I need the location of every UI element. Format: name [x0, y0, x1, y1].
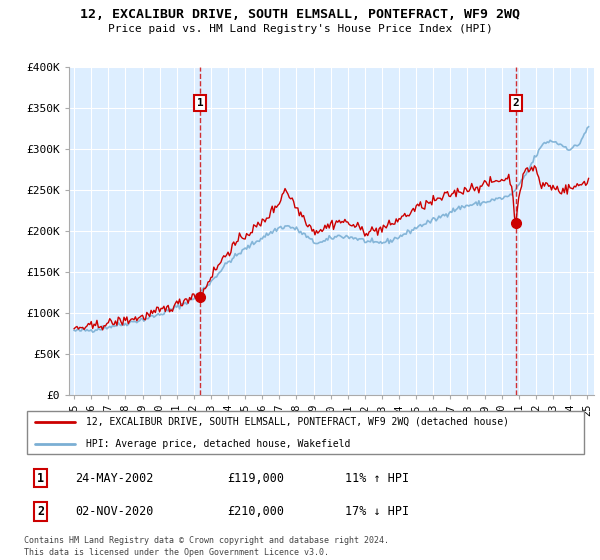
Text: HPI: Average price, detached house, Wakefield: HPI: Average price, detached house, Wake… [86, 438, 350, 449]
Text: 12, EXCALIBUR DRIVE, SOUTH ELMSALL, PONTEFRACT, WF9 2WQ: 12, EXCALIBUR DRIVE, SOUTH ELMSALL, PONT… [80, 8, 520, 21]
Text: 1: 1 [197, 98, 203, 108]
Text: Contains HM Land Registry data © Crown copyright and database right 2024.: Contains HM Land Registry data © Crown c… [24, 536, 389, 545]
Text: 24-MAY-2002: 24-MAY-2002 [75, 472, 153, 484]
Text: £119,000: £119,000 [227, 472, 284, 484]
Text: 2: 2 [512, 98, 519, 108]
Text: 17% ↓ HPI: 17% ↓ HPI [346, 505, 410, 518]
Text: £210,000: £210,000 [227, 505, 284, 518]
Text: Price paid vs. HM Land Registry's House Price Index (HPI): Price paid vs. HM Land Registry's House … [107, 24, 493, 34]
Text: 12, EXCALIBUR DRIVE, SOUTH ELMSALL, PONTEFRACT, WF9 2WQ (detached house): 12, EXCALIBUR DRIVE, SOUTH ELMSALL, PONT… [86, 417, 509, 427]
Text: 11% ↑ HPI: 11% ↑ HPI [346, 472, 410, 484]
Text: This data is licensed under the Open Government Licence v3.0.: This data is licensed under the Open Gov… [24, 548, 329, 557]
FancyBboxPatch shape [27, 411, 584, 454]
Text: 2: 2 [37, 505, 44, 518]
Text: 02-NOV-2020: 02-NOV-2020 [75, 505, 153, 518]
Text: 1: 1 [37, 472, 44, 484]
